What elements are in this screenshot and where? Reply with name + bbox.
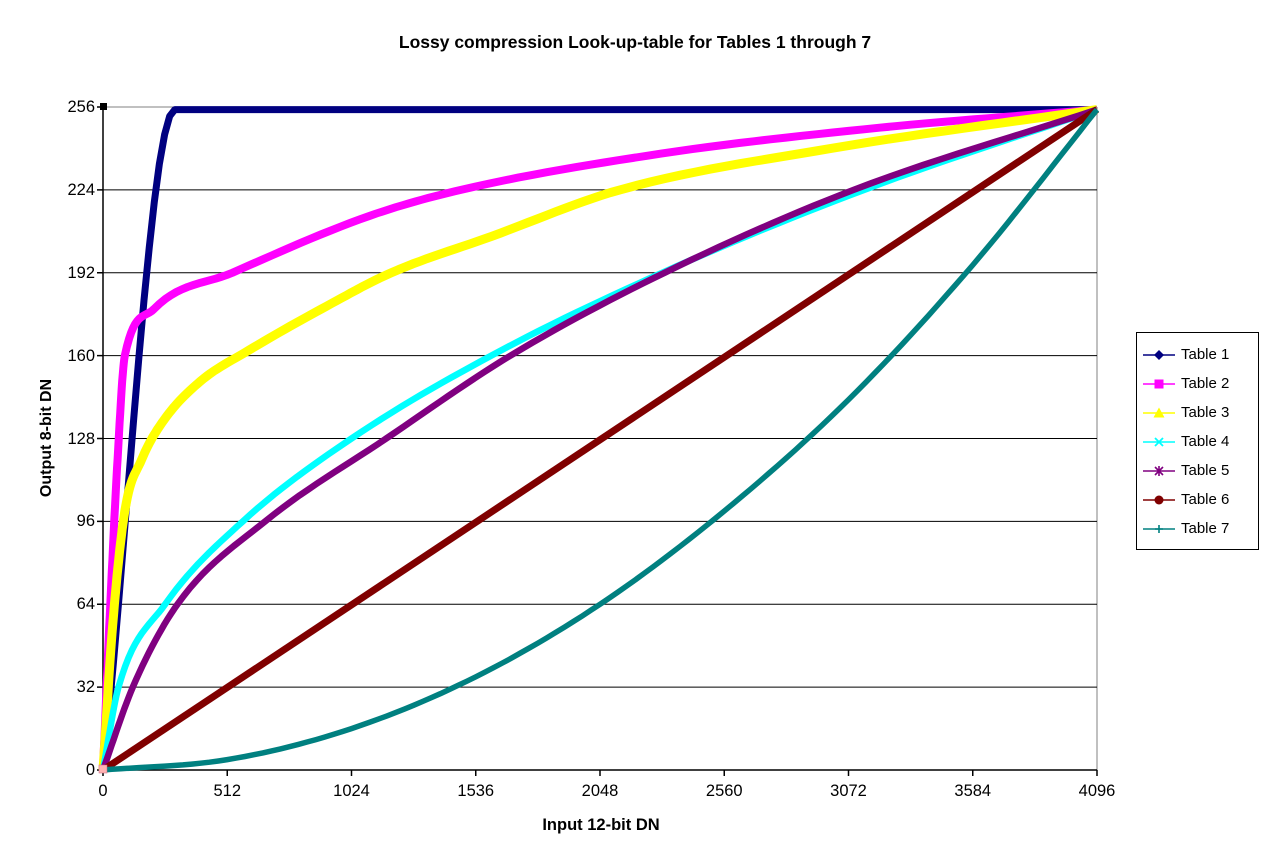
legend-entry-6: Table 6 [1137,485,1258,514]
selection-handle-origin [98,764,108,774]
x-tick-label: 0 [98,782,108,800]
legend-label: Table 2 [1181,375,1230,392]
legend-label: Table 3 [1181,404,1230,421]
legend-label: Table 6 [1181,491,1230,508]
legend-entry-1: Table 1 [1137,340,1258,369]
x-tick-label: 4096 [1078,782,1116,800]
selection-handle-topleft [100,103,107,110]
legend: Table 1 Table 2 Table 3 Table 4 Table 5 Table… [1136,332,1259,550]
series-curve-3 [98,105,1098,771]
legend-entry-7: Table 7 [1137,514,1258,543]
x-tick-label: 1536 [457,782,495,800]
chart-title: Lossy compression Look-up-table for Tabl… [398,32,872,52]
x-tick-label: 3584 [954,782,992,800]
y-tick-label: 256 [67,98,95,116]
legend-marker-plus-icon [1143,524,1175,533]
series-curve-5 [99,106,1099,772]
series-curve-7 [102,107,1100,773]
x-tick-label: 2560 [705,782,743,800]
x-axis-title: Input 12-bit DN [542,816,660,834]
legend-entry-4: Table 4 [1137,427,1258,456]
y-tick-label: 128 [67,429,95,448]
x-tick-label: 2048 [581,782,619,800]
legend-marker-diamond-icon [1143,349,1175,360]
legend-marker-asterisk-icon [1143,465,1175,476]
legend-entry-3: Table 3 [1137,398,1258,427]
series-curve-6 [101,106,1099,773]
legend-label: Table 1 [1181,346,1230,363]
legend-label: Table 5 [1181,462,1230,479]
legend-entry-5: Table 5 [1137,456,1258,485]
y-tick-label: 0 [85,761,95,779]
legend-label: Table 7 [1181,520,1230,537]
legend-entry-2: Table 2 [1137,369,1258,398]
x-tick-label: 512 [213,782,242,800]
y-tick-label: 96 [76,512,95,531]
legend-label: Table 4 [1181,433,1230,450]
legend-marker-square-icon [1143,379,1175,388]
y-tick-label: 192 [67,263,95,282]
x-tick-label: 1024 [333,782,370,800]
y-tick-label: 224 [67,180,95,199]
legend-marker-triangle-icon [1143,407,1175,417]
x-tick-label: 3072 [830,782,867,800]
legend-marker-circle-icon [1143,495,1175,504]
y-tick-label: 32 [76,678,95,697]
series-curve-2 [99,105,1098,771]
y-tick-label: 160 [67,346,95,365]
legend-marker-x-icon [1143,436,1175,447]
y-tick-label: 64 [76,595,95,614]
